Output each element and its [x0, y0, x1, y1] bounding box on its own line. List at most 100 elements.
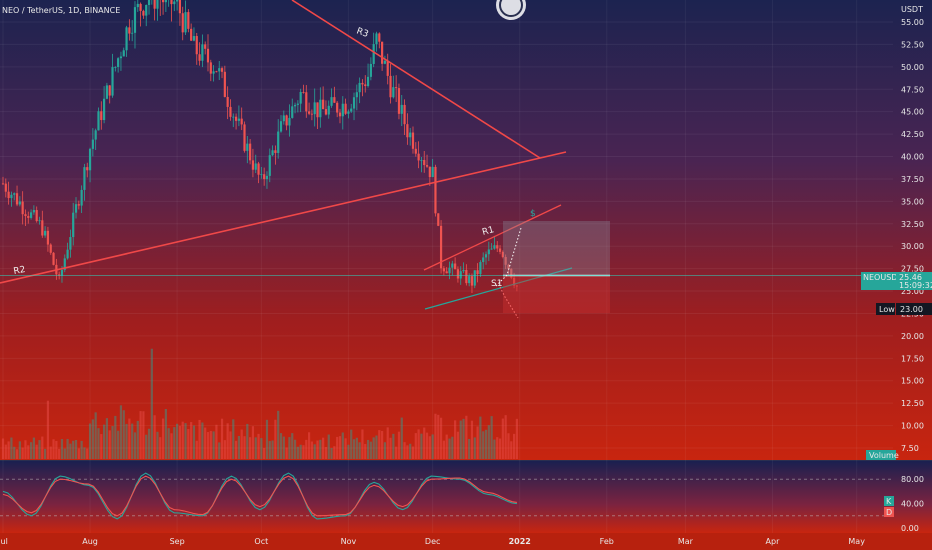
- price-tick-label: 32.50: [901, 220, 924, 229]
- volume-bar: [136, 420, 139, 459]
- price-tick-label: 27.50: [901, 265, 924, 274]
- volume-bar: [201, 422, 204, 459]
- price-tick-label: 50.00: [901, 63, 924, 72]
- candle-body: [136, 3, 139, 8]
- volume-bar: [142, 411, 145, 459]
- candle-body: [395, 87, 398, 89]
- volume-bar: [313, 444, 316, 459]
- osc-k-line: [2, 472, 517, 520]
- candle-body: [52, 252, 55, 265]
- volume-bar: [102, 424, 106, 459]
- candle-body: [94, 130, 97, 140]
- volume-bar: [74, 439, 78, 459]
- candle-body: [383, 60, 387, 64]
- volume-bar: [355, 437, 358, 459]
- price-tick-label: 55.00: [901, 18, 924, 27]
- volume-bar: [465, 415, 468, 459]
- volume-bar: [442, 440, 445, 459]
- volume-bar: [220, 418, 224, 459]
- candle-body: [400, 104, 403, 114]
- volume-bar: [52, 439, 55, 459]
- volume-tag: [866, 450, 896, 460]
- volume-bar: [305, 439, 308, 459]
- candle-body: [375, 33, 378, 45]
- last-price-value: 25.46: [899, 273, 922, 282]
- candle-body: [91, 139, 94, 149]
- volume-bar: [473, 437, 476, 459]
- volume-bar: [29, 442, 33, 459]
- r3-trendline: [291, 0, 541, 159]
- volume-bar: [27, 445, 30, 459]
- candle-body: [156, 0, 159, 9]
- candle-body: [97, 111, 100, 131]
- candle-body: [108, 85, 111, 96]
- volume-bar: [397, 431, 401, 459]
- candle-body: [470, 276, 474, 286]
- candle-body: [192, 36, 196, 41]
- volume-bar: [386, 427, 389, 459]
- candle-body: [414, 148, 417, 154]
- candle-body: [114, 67, 117, 68]
- candle-body: [439, 225, 443, 269]
- volume-bar: [243, 436, 246, 459]
- candle-body: [234, 116, 238, 121]
- candle-body: [249, 143, 252, 161]
- candle-body: [243, 124, 246, 151]
- candle-body: [445, 271, 448, 274]
- candle-body: [386, 60, 389, 76]
- candle-body: [319, 99, 322, 118]
- candle-body: [35, 210, 38, 222]
- volume-bar: [498, 438, 502, 459]
- symbol-name-label: NEOUSDT: [863, 273, 902, 282]
- candle-body: [215, 71, 218, 73]
- oscillator-pane-background: [0, 461, 932, 533]
- volume-bar: [192, 425, 196, 459]
- candle-body: [330, 97, 333, 106]
- time-tick-label: Dec: [425, 537, 440, 546]
- volume-bar: [46, 400, 50, 459]
- volume-bar: [176, 423, 179, 459]
- candle-body: [105, 85, 109, 99]
- candle-body: [195, 36, 198, 55]
- volume-bar: [375, 435, 378, 459]
- volume-bar: [91, 419, 94, 459]
- volume-bar: [277, 410, 280, 459]
- volume-bar: [322, 437, 325, 459]
- volume-bar: [226, 423, 229, 459]
- candle-body: [406, 124, 409, 138]
- osc-tick-label: 0.00: [901, 524, 919, 533]
- candle-body: [66, 249, 69, 259]
- volume-bar: [66, 438, 69, 459]
- candle-body: [257, 163, 260, 175]
- volume-bar: [515, 418, 518, 459]
- candle-body: [411, 132, 415, 149]
- volume-bar: [83, 447, 86, 459]
- volume-bar: [372, 437, 375, 459]
- candle-body: [218, 68, 221, 72]
- volume-bar: [504, 415, 507, 459]
- volume-bar: [319, 439, 322, 459]
- candle-body: [482, 257, 485, 263]
- volume-bar: [80, 440, 83, 459]
- volume-bar: [437, 414, 440, 459]
- candle-body: [18, 201, 21, 205]
- low-tag: [876, 303, 895, 315]
- candle-body: [206, 48, 210, 63]
- candle-body: [254, 163, 257, 170]
- candle-body: [161, 0, 165, 3]
- volume-bar: [212, 431, 215, 459]
- candle-body: [403, 104, 406, 125]
- price-tick-label: 35.00: [901, 197, 924, 206]
- candle-body: [223, 71, 226, 97]
- candle-body: [277, 131, 280, 153]
- last-price-tag: [896, 272, 932, 290]
- volume-bar: [274, 419, 277, 459]
- time-tick-label: Mar: [678, 537, 694, 546]
- candle-body: [209, 62, 212, 74]
- volume-bar: [476, 426, 479, 459]
- volume-bar: [246, 423, 249, 459]
- price-tick-label: 42.50: [901, 130, 924, 139]
- volume-bar: [41, 436, 44, 459]
